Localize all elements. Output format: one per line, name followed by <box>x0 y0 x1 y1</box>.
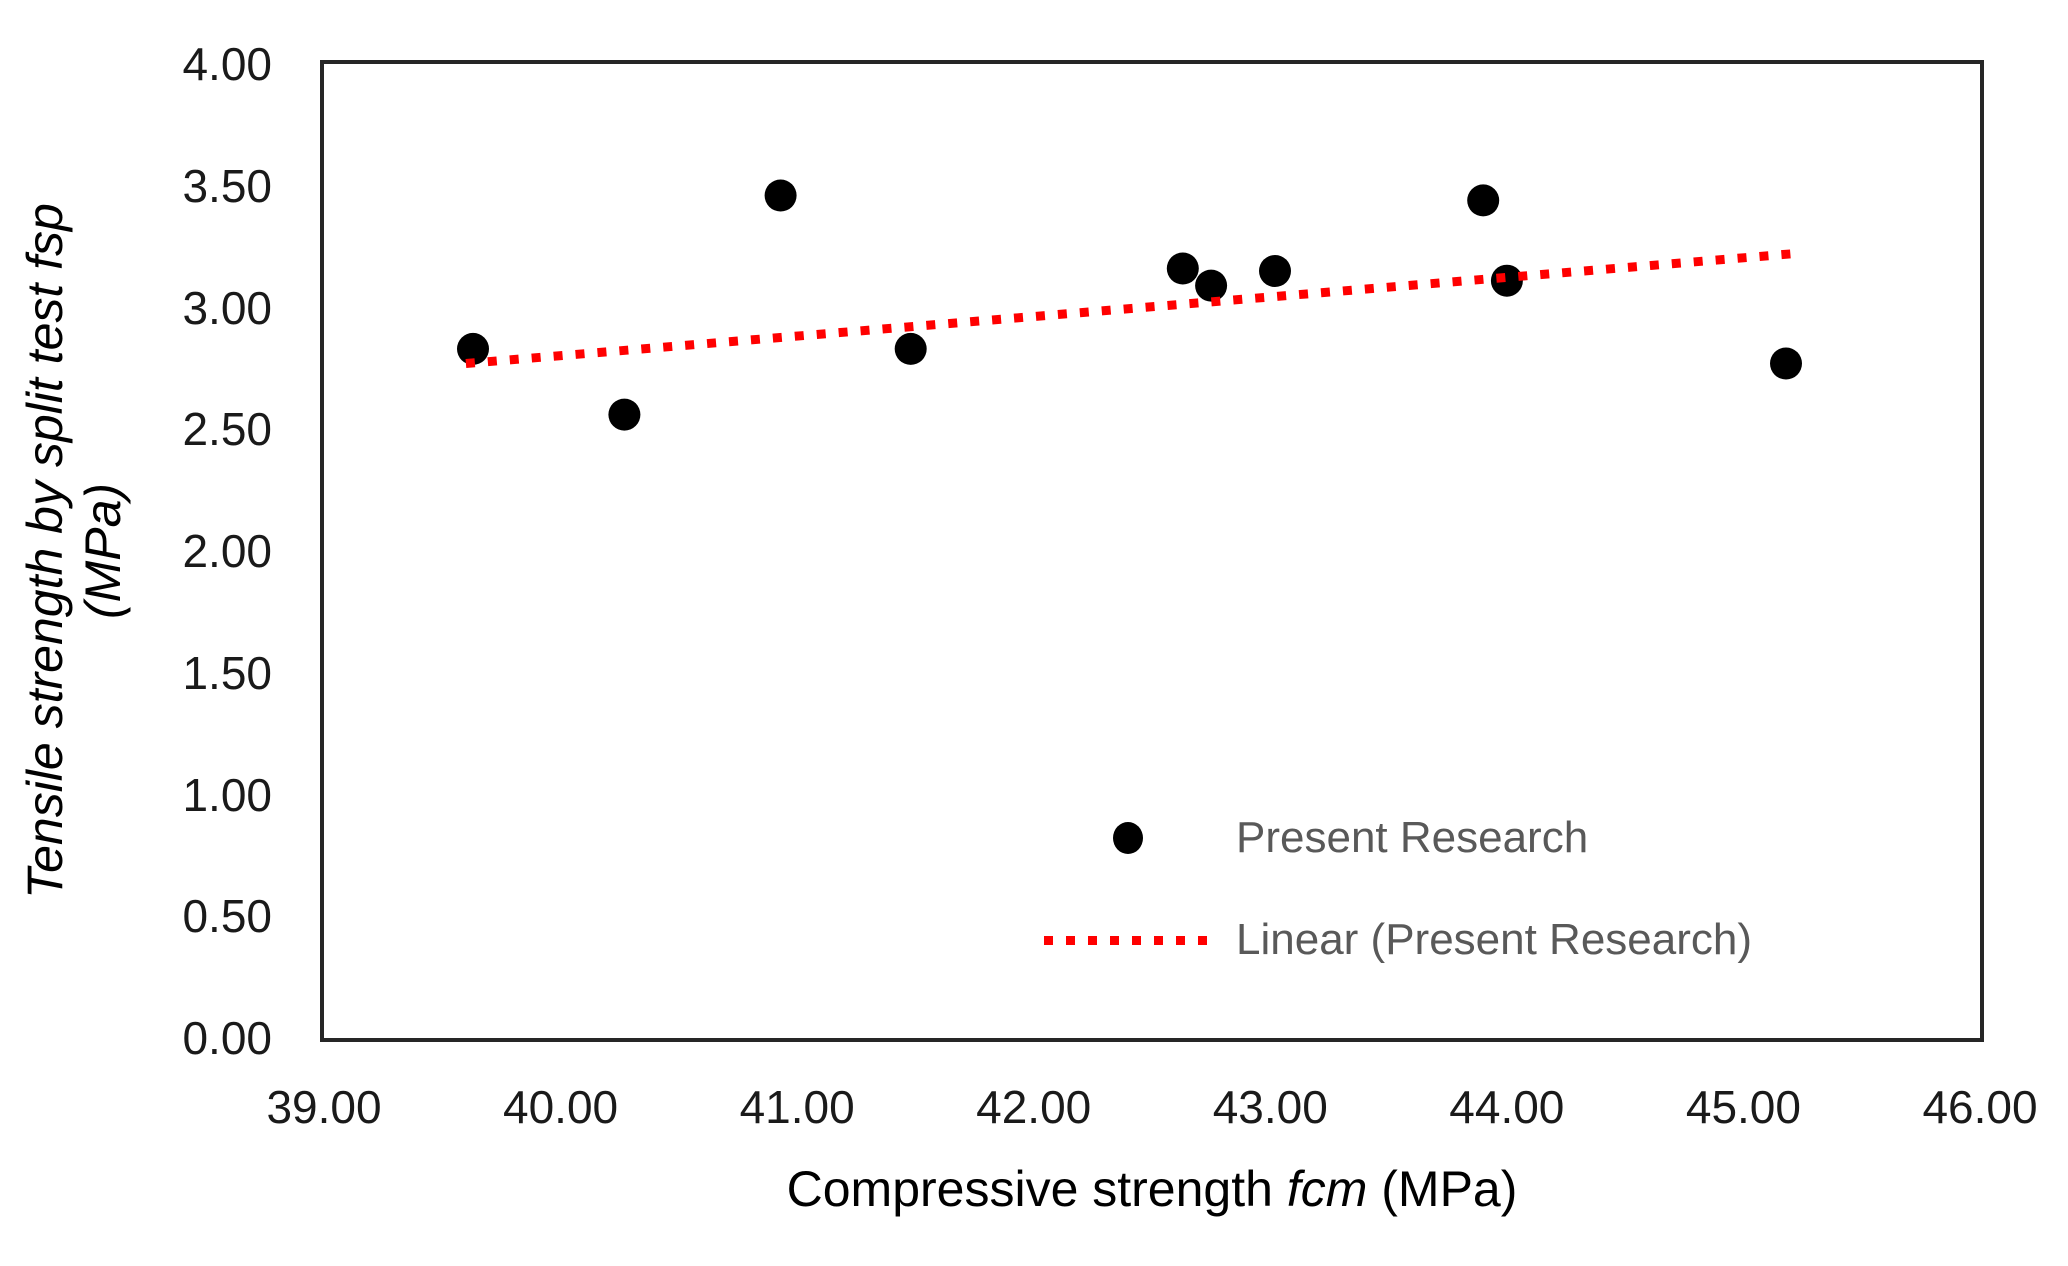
legend: Present Research Linear (Present Researc… <box>1040 810 1752 968</box>
x-axis-title: Compressive strength fcm (MPa) <box>324 1160 1980 1218</box>
x-axis-title-symbol: fcm <box>1286 1161 1368 1217</box>
x-axis-title-unit: (MPa) <box>1367 1161 1518 1217</box>
dotted-line-icon <box>1044 935 1212 945</box>
y-tick-label: 0.50 <box>182 890 272 943</box>
data-point <box>1490 264 1523 297</box>
legend-item-linear: Linear (Present Research) <box>1040 912 1752 968</box>
scatter-marker-icon <box>1113 822 1143 854</box>
x-tick-label: 42.00 <box>976 1081 1092 1133</box>
x-tick-label: 45.00 <box>1685 1081 1801 1133</box>
y-tick-label: 2.50 <box>182 403 272 456</box>
y-tick-label: 2.00 <box>182 525 272 577</box>
x-tick-label: 41.00 <box>739 1081 855 1133</box>
legend-label: Linear (Present Research) <box>1236 915 1753 964</box>
plot-frame <box>320 60 1984 1042</box>
data-point <box>1467 184 1500 217</box>
data-point <box>1166 252 1199 285</box>
legend-label: Present Research <box>1236 813 1589 862</box>
data-point <box>1259 255 1291 287</box>
plot-area <box>457 179 1802 431</box>
data-point <box>894 332 927 365</box>
data-point <box>457 332 489 365</box>
x-tick-label: 40.00 <box>503 1081 619 1133</box>
data-point <box>608 398 641 431</box>
y-tick-label: 1.00 <box>182 768 272 821</box>
y-tick-label: 3.50 <box>182 159 272 212</box>
data-point <box>1770 347 1802 380</box>
trendline <box>465 249 1792 368</box>
data-point <box>764 179 797 212</box>
y-tick-label: 1.50 <box>182 646 272 699</box>
y-tick-label: 4.00 <box>182 38 272 90</box>
x-tick-label: 43.00 <box>1212 1081 1328 1133</box>
y-tick-label: 0.00 <box>182 1012 272 1064</box>
data-point <box>1195 269 1228 302</box>
y-tick-label: 3.00 <box>182 281 272 334</box>
legend-item-present-research: Present Research <box>1040 810 1752 866</box>
x-tick-label: 46.00 <box>1922 1081 2038 1133</box>
x-tick-label: 44.00 <box>1449 1081 1565 1133</box>
x-axis-title-text: Compressive strength <box>786 1161 1287 1217</box>
x-tick-label: 39.00 <box>266 1081 382 1133</box>
